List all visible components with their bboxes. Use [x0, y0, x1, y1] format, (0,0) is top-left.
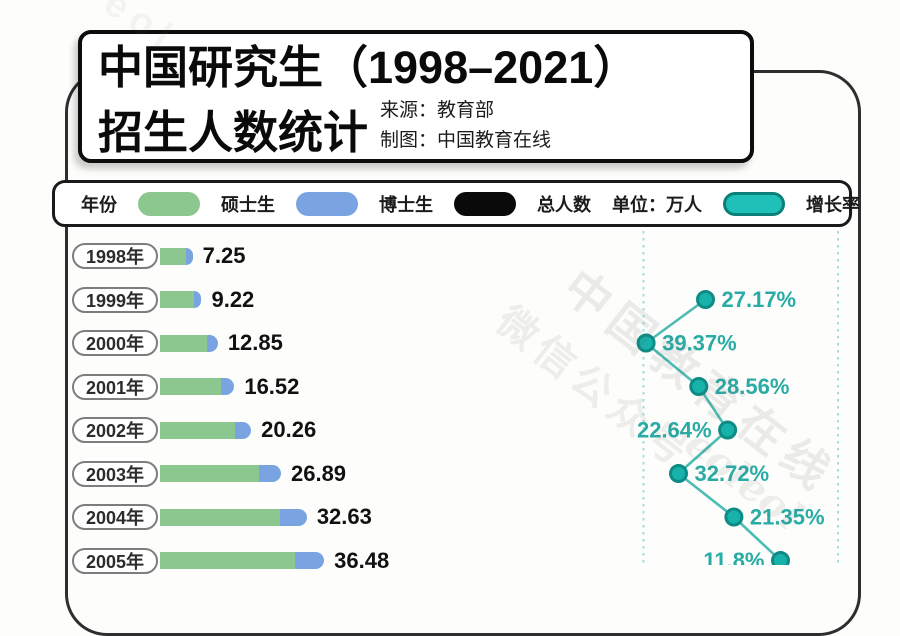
chart-row: 2005年 36.48 [72, 547, 389, 574]
year-pill: 2004年 [72, 504, 158, 530]
stacked-bar [160, 552, 325, 569]
chart-row: 2000年 12.85 [72, 330, 283, 357]
chart-row: 2003年 26.89 [72, 460, 346, 487]
page-title-line1: 中国研究生（1998–2021） [98, 42, 639, 93]
stacked-bar [160, 291, 202, 308]
legend-phd-label: 博士生 [379, 194, 433, 215]
total-value-label: 26.89 [290, 460, 347, 486]
total-value-label: 16.52 [244, 373, 300, 399]
credit-line: 制图：中国教育在线 [380, 129, 552, 151]
stacked-bar [160, 508, 307, 526]
bar-phd-segment [207, 334, 218, 352]
legend-unit-label: 单位：万人 [612, 194, 702, 215]
legend-year-label: 年份 [81, 194, 117, 215]
source-line: 来源：教育部 [380, 100, 495, 122]
title-box: 中国研究生（1998–2021） 招生人数统计 来源：教育部 制图：中国教育在线 [78, 30, 754, 163]
bar-masters-segment [160, 291, 195, 308]
bar-masters-segment [160, 247, 186, 265]
total-swatch-icon [454, 191, 516, 216]
bar-phd-segment [185, 247, 193, 265]
bar-phd-segment [220, 378, 235, 395]
bar-masters-segment [160, 378, 221, 395]
bar-masters-segment [160, 334, 208, 352]
total-value-label: 36.48 [334, 547, 390, 573]
chart-row: 1999年 9.22 [72, 286, 254, 313]
total-value-label: 9.22 [211, 286, 255, 312]
legend-masters-label: 硕士生 [221, 194, 275, 215]
growth-swatch-icon [723, 191, 785, 216]
year-pill: 1999年 [72, 286, 158, 313]
stacked-bar [160, 334, 218, 352]
bar-phd-segment [259, 465, 281, 482]
year-pill: 1998年 [72, 243, 158, 269]
bar-phd-segment [294, 552, 325, 569]
bar-phd-segment [194, 291, 202, 308]
year-pill: 2000年 [72, 330, 158, 356]
legend-bar: 年份 硕士生 博士生 总人数 单位：万人 增长率 [52, 180, 860, 227]
chart-row: 2001年 16.52 [72, 373, 299, 400]
stacked-bar [160, 421, 252, 439]
chart-row: 2002年 20.26 [72, 417, 316, 444]
total-value-label: 12.85 [227, 330, 283, 355]
total-value-label: 32.63 [316, 504, 372, 529]
bar-masters-segment [160, 508, 281, 526]
masters-swatch-icon [138, 191, 200, 216]
phd-swatch-icon [296, 191, 358, 216]
bar-phd-segment [234, 421, 252, 439]
source-block: 来源：教育部 制图：中国教育在线 [380, 96, 551, 155]
year-pill: 2005年 [72, 547, 158, 574]
stacked-bar [160, 465, 281, 482]
stacked-bar [160, 247, 193, 265]
bar-masters-segment [160, 421, 235, 439]
page-title-line2: 招生人数统计 [98, 107, 369, 159]
bar-masters-segment [160, 552, 295, 569]
chart-row: 2004年 32.63 [72, 504, 372, 531]
year-pill: 2003年 [72, 460, 158, 487]
legend-total-label: 总人数 [537, 194, 591, 215]
chart-row: 1998年 7.25 [72, 243, 245, 270]
bar-phd-segment [280, 508, 307, 526]
total-value-label: 7.25 [202, 243, 246, 268]
total-value-label: 20.26 [261, 417, 317, 442]
stacked-bar [160, 378, 235, 395]
legend-growth-label: 增长率 [806, 194, 860, 215]
year-pill: 2002年 [72, 417, 158, 443]
year-pill: 2001年 [72, 373, 158, 400]
bar-masters-segment [160, 465, 260, 482]
